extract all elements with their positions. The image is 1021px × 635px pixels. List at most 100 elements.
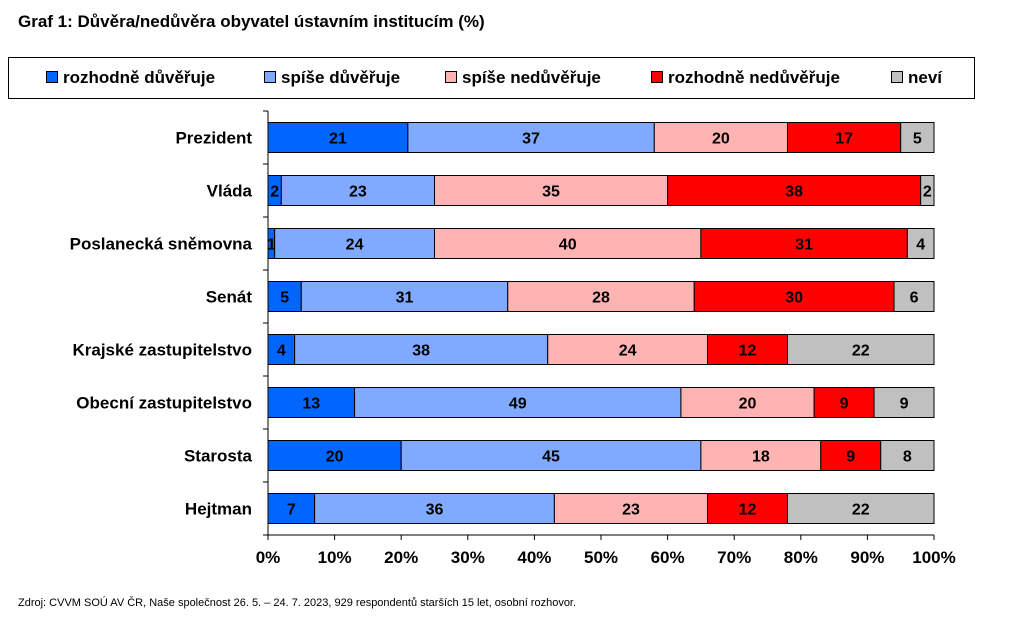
bar-segment (407, 122, 655, 153)
data-label: 5 (280, 290, 289, 307)
legend-item-spise-duveruje: spíše důvěřuje (264, 68, 400, 88)
bar-segment (880, 440, 935, 471)
bar-segment (786, 334, 935, 365)
data-label: 8 (903, 449, 912, 466)
x-tick-label: 10% (318, 548, 352, 567)
data-label: 38 (412, 343, 430, 360)
bar-segment (900, 122, 935, 153)
legend-swatch (445, 71, 457, 83)
data-label: 38 (785, 184, 803, 201)
legend-swatch (264, 71, 276, 83)
x-tick-label: 70% (717, 548, 751, 567)
data-label: 18 (752, 449, 770, 466)
bar-segment (667, 175, 922, 206)
bar-segment (294, 334, 549, 365)
bar-segment (786, 493, 935, 524)
data-label: 2 (270, 184, 279, 201)
data-label: 2 (923, 184, 932, 201)
data-label: 24 (346, 237, 364, 254)
x-tick-label: 0% (256, 548, 281, 567)
data-label: 23 (349, 184, 367, 201)
x-tick-label: 20% (384, 548, 418, 567)
bar-segment (280, 175, 435, 206)
bar-segment (920, 175, 935, 206)
data-label: 49 (509, 396, 527, 413)
data-label: 20 (326, 449, 344, 466)
data-label: 28 (592, 290, 610, 307)
data-label: 12 (739, 343, 757, 360)
bar-segment (786, 122, 902, 153)
x-tick-label: 90% (850, 548, 884, 567)
category-label: Prezident (175, 129, 252, 148)
x-tick-label: 50% (584, 548, 618, 567)
bar-segment (893, 281, 935, 312)
data-label: 31 (795, 237, 813, 254)
bar-segment (547, 334, 709, 365)
category-label: Poslanecká sněmovna (70, 235, 253, 254)
data-label: 20 (712, 131, 730, 148)
bar-segment (700, 440, 822, 471)
data-label: 4 (916, 237, 925, 254)
data-label: 5 (913, 131, 922, 148)
data-label: 9 (900, 396, 909, 413)
bar-segment (707, 334, 788, 365)
legend-label: rozhodně nedůvěřuje (668, 68, 840, 87)
data-label: 23 (622, 502, 640, 519)
data-label: 12 (739, 502, 757, 519)
legend-item-spise-neduveruje: spíše nedůvěřuje (445, 68, 601, 88)
legend-swatch (46, 71, 58, 83)
data-label: 9 (846, 449, 855, 466)
bar-segment (553, 493, 709, 524)
category-label: Starosta (184, 447, 253, 466)
bar-segment (314, 493, 555, 524)
chart-title: Graf 1: Důvěra/nedůvěra obyvatel ústavní… (18, 12, 485, 31)
data-label: 20 (739, 396, 757, 413)
data-label: 17 (835, 131, 853, 148)
data-label: 22 (852, 343, 870, 360)
data-label: 6 (910, 290, 919, 307)
bar-segment (267, 387, 356, 418)
data-label: 40 (559, 237, 577, 254)
data-label: 24 (619, 343, 637, 360)
category-label: Krajské zastupitelstvo (72, 341, 252, 360)
legend-label: spíše nedůvěřuje (462, 68, 601, 87)
data-label: 45 (542, 449, 560, 466)
bar-segment (653, 122, 788, 153)
legend-item-rozhodne-neduveruje: rozhodně nedůvěřuje (651, 68, 840, 88)
data-label: 9 (840, 396, 849, 413)
x-tick-label: 80% (784, 548, 818, 567)
data-label: 22 (852, 502, 870, 519)
category-label: Vláda (207, 182, 253, 201)
bar-segment (354, 387, 682, 418)
category-label: Obecní zastupitelstvo (76, 394, 252, 413)
data-label: 21 (329, 131, 347, 148)
bar-segment (707, 493, 788, 524)
bar-segment (680, 387, 815, 418)
x-tick-label: 40% (517, 548, 551, 567)
legend-item-nevi: neví (891, 68, 942, 88)
source-note: Zdroj: CVVM SOÚ AV ČR, Naše společnost 2… (18, 597, 577, 609)
legend-label: spíše důvěřuje (281, 68, 401, 87)
data-label: 36 (426, 502, 444, 519)
legend-swatch (651, 71, 663, 83)
legend-item-rozhodne-duveruje: rozhodně důvěřuje (46, 68, 215, 88)
bar-segment (267, 334, 296, 365)
data-label: 7 (287, 502, 296, 519)
bar-segment (300, 281, 509, 312)
data-label: 35 (542, 184, 560, 201)
x-tick-label: 100% (912, 548, 955, 567)
bar-segment (700, 228, 908, 259)
x-tick-label: 60% (651, 548, 685, 567)
data-label: 37 (522, 131, 540, 148)
category-label: Hejtman (185, 500, 252, 519)
bar-segment (400, 440, 702, 471)
legend-swatch (891, 71, 903, 83)
bar-segment (507, 281, 695, 312)
bar-segment (873, 387, 935, 418)
legend-label: neví (908, 68, 943, 87)
bar-segment (820, 440, 882, 471)
data-label: 13 (302, 396, 320, 413)
data-label: 1 (267, 237, 276, 254)
category-label: Senát (206, 288, 253, 307)
data-label: 31 (396, 290, 414, 307)
